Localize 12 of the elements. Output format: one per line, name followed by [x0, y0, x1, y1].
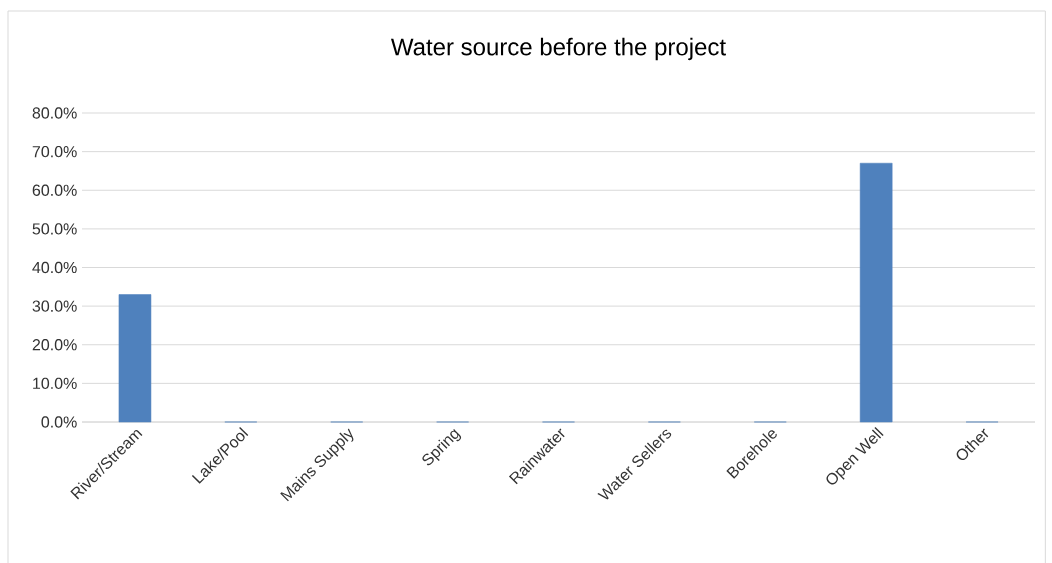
y-tick-label: 30.0% [32, 300, 77, 312]
y-tick-label: 80.0% [32, 107, 77, 119]
y-tick-label: 40.0% [32, 261, 77, 274]
chart-title: Water source before the project [390, 37, 726, 61]
y-tick-label: 70.0% [32, 145, 77, 158]
y-tick-label: 50.0% [32, 223, 77, 235]
y-tick-label: 0.0% [41, 416, 77, 428]
bar [859, 162, 893, 423]
y-tick-label: 20.0% [32, 339, 77, 351]
bar [118, 294, 152, 423]
y-tick-label: 10.0% [33, 377, 77, 390]
y-tick-label: 60.0% [32, 184, 77, 196]
